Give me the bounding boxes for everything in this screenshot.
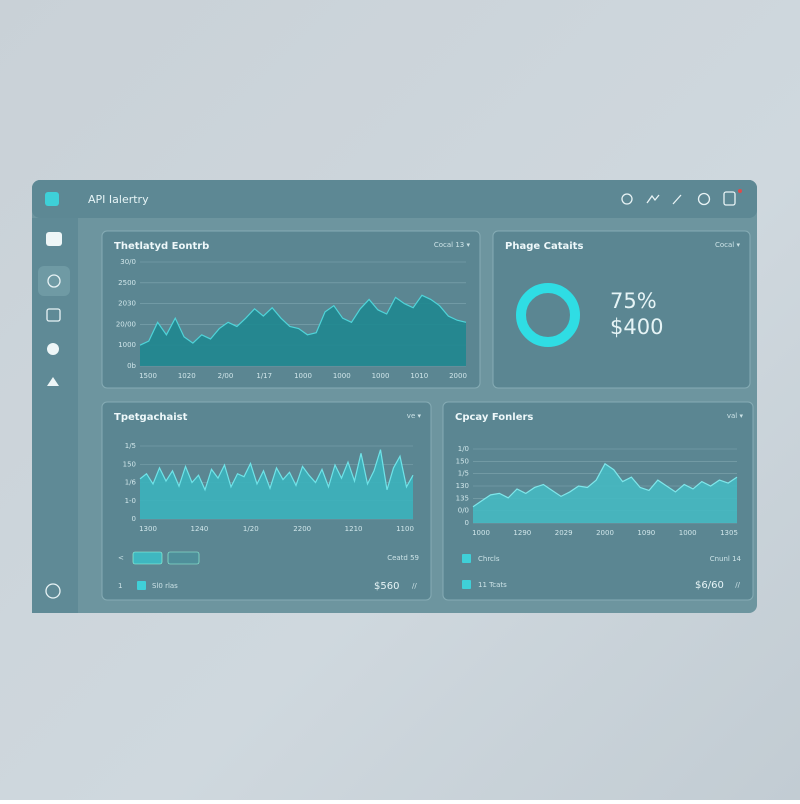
x-tick-label: 1000 [372,372,390,380]
nav-icon[interactable] [46,232,62,246]
x-tick-label: 1300 [139,525,157,533]
x-tick-label: 2000 [596,529,614,537]
y-tick-label: 1000 [118,341,136,349]
icon[interactable] [672,194,682,205]
row-label: 11 Tcats [478,581,507,589]
row-index: 1 [118,582,122,590]
y-tick-label: 2030 [118,300,136,308]
x-tick-label: 2029 [555,529,573,537]
x-tick-label: 1000 [679,529,697,537]
y-tick-label: 1/5 [125,442,136,450]
panel-menu[interactable]: ve ▾ [407,412,422,420]
y-tick-label: 1-0 [125,497,136,505]
row-amount: $560 [374,581,399,592]
y-tick-label: 0/0 [458,507,469,515]
icon[interactable] [697,192,711,206]
x-tick-label: 1305 [720,529,738,537]
panel-title: Tpetgachaist [114,412,188,423]
x-tick-label: 1000 [472,529,490,537]
app-title: API Ialertry [88,193,149,206]
x-tick-label: 1000 [294,372,312,380]
x-tick-label: 1090 [637,529,655,537]
x-tick-label: 2200 [293,525,311,533]
panels: Thetlatyd Eontrb Cocal 13 ▾ 30/0 2500 2030 20… [101,230,754,601]
y-tick-label: 1/0 [458,445,469,453]
count: Ceatd 59 [387,554,419,562]
panel [492,230,751,389]
y-tick-label: 1/6 [125,479,137,487]
row-more: // [735,581,740,589]
y-tick-label: 2500 [118,279,136,287]
header-bar [32,180,757,218]
area [473,463,737,523]
icon[interactable] [723,191,736,206]
y-tick-label: 150 [456,457,469,465]
nav-active[interactable] [38,266,70,296]
donut [516,283,580,347]
y-tick-label: 30/0 [120,258,136,266]
toggle[interactable] [132,551,163,565]
y-tick-label: 20/00 [116,320,136,328]
icon[interactable] [646,194,660,204]
stat-value: $400 [610,315,663,339]
x-tick-label: 2/00 [218,372,234,380]
y-tick-label: 0 [132,515,136,523]
x-tick-label: 1/20 [243,525,259,533]
panel-title: Cpcay Fonlers [455,412,533,423]
area [140,295,466,366]
panel-title: Phage Cataits [505,241,583,252]
x-tick-label: 2000 [449,372,467,380]
row-marker [462,554,471,563]
panel-title: Thetlatyd Eontrb [114,241,209,252]
panel-menu[interactable]: Cocal ▾ [715,241,740,249]
toggle[interactable] [167,551,200,565]
y-tick-label: 135 [456,494,469,502]
panel-menu[interactable]: val ▾ [727,412,744,420]
area [140,449,413,519]
x-tick-label: 1010 [410,372,428,380]
y-tick-label: 0b [127,362,136,370]
row-more: // [412,582,417,590]
header-icons [621,191,736,206]
x-tick-label: 1290 [513,529,531,537]
row-amount: $6/60 [695,580,724,591]
x-tick-label: 1210 [345,525,363,533]
x-tick-label: 1240 [190,525,208,533]
x-tick-label: 1/17 [256,372,272,380]
row-marker [137,581,146,590]
back-button[interactable]: < [118,554,124,562]
y-tick-label: 0 [465,519,469,527]
panel-menu[interactable]: Cocal 13 ▾ [434,241,471,249]
nav-icon[interactable] [47,343,59,355]
nav-icon[interactable] [47,274,61,288]
y-tick-label: 1/5 [458,470,469,478]
x-tick-label: 1020 [178,372,196,380]
area-line [139,294,467,346]
sidebar-icons [38,232,70,599]
row-marker [462,580,471,589]
nav-icon[interactable] [46,308,61,322]
area-line [139,449,414,492]
stat-value: 75% [610,289,657,313]
x-tick-label: 1500 [139,372,157,380]
x-tick-label: 1100 [396,525,414,533]
nav-icon[interactable] [47,377,59,386]
x-tick-label: 1000 [333,372,351,380]
icon[interactable] [621,193,633,205]
y-tick-label: 130 [456,482,469,490]
area-line [472,462,738,508]
y-tick-label: 150 [123,460,136,468]
notification-dot [738,189,742,193]
nav-icon[interactable] [45,583,61,599]
row-label: Sl0 rlas [152,582,178,590]
logo [45,192,59,206]
row-count: Cnunl 14 [710,555,742,563]
row-label: Chrcls [478,555,500,563]
